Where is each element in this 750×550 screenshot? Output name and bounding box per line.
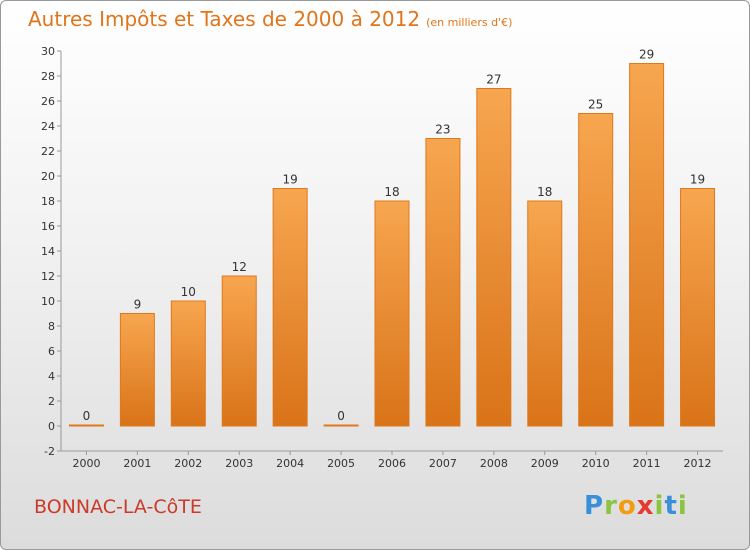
bar-value-label: 19: [283, 173, 298, 187]
x-tick-label: 2002: [174, 457, 202, 470]
logo-letter: t: [664, 491, 678, 521]
logo-letter: r: [604, 491, 618, 521]
y-tick-label: 2: [48, 395, 55, 408]
bar: [68, 424, 104, 427]
bar-value-label: 0: [337, 409, 345, 423]
x-tick-label: 2008: [480, 457, 508, 470]
logo-letter: i: [654, 491, 665, 521]
bar: [578, 113, 614, 427]
bar: [272, 188, 308, 427]
y-tick-label: 12: [41, 270, 55, 283]
logo-letter: i: [677, 491, 688, 521]
bar-value-label: 23: [435, 123, 450, 137]
x-tick-label: 2005: [327, 457, 355, 470]
x-tick-label: 2012: [684, 457, 712, 470]
y-tick-label: 16: [41, 220, 55, 233]
bar-value-label: 19: [690, 173, 705, 187]
bar-value-label: 27: [486, 73, 501, 87]
y-tick-label: 14: [41, 245, 55, 258]
x-tick-label: 2007: [429, 457, 457, 470]
bar-value-label: 29: [639, 48, 654, 62]
bar: [629, 63, 665, 427]
y-tick-label: -2: [44, 445, 55, 458]
x-tick-label: 2003: [225, 457, 253, 470]
bar: [170, 300, 206, 427]
bar: [476, 88, 512, 427]
bar-value-label: 18: [384, 185, 399, 199]
x-tick-label: 2000: [72, 457, 100, 470]
y-tick-label: 24: [41, 120, 55, 133]
y-tick-label: 10: [41, 295, 55, 308]
y-tick-label: 4: [48, 370, 55, 383]
logo-letter: x: [636, 491, 655, 521]
bar-value-label: 0: [83, 409, 91, 423]
y-tick-label: 18: [41, 195, 55, 208]
bar: [323, 424, 359, 427]
bar: [119, 313, 155, 427]
bar-value-label: 10: [181, 285, 196, 299]
x-tick-label: 2011: [633, 457, 661, 470]
bar-value-label: 12: [232, 260, 247, 274]
chart-title: Autres Impôts et Taxes de 2000 à 2012 (en…: [28, 7, 512, 31]
bar: [221, 275, 257, 427]
y-tick-label: 22: [41, 145, 55, 158]
chart-title-text: Autres Impôts et Taxes de 2000 à 2012: [28, 7, 421, 31]
y-tick-label: 8: [48, 320, 55, 333]
bar: [425, 138, 461, 427]
logo-letter: P: [584, 491, 605, 521]
location-label: BONNAC-LA-CôTE: [34, 496, 202, 518]
y-tick-label: 26: [41, 95, 55, 108]
x-tick-label: 2009: [531, 457, 559, 470]
y-tick-label: 28: [41, 70, 55, 83]
bar-value-label: 18: [537, 185, 552, 199]
bar: [527, 200, 563, 427]
y-tick-label: 6: [48, 345, 55, 358]
y-tick-label: 20: [41, 170, 55, 183]
x-tick-label: 2004: [276, 457, 304, 470]
bar: [680, 188, 716, 427]
x-tick-label: 2010: [582, 457, 610, 470]
chart-unit: (en milliers d'€): [426, 16, 513, 29]
x-tick-label: 2001: [123, 457, 151, 470]
logo-letter: o: [617, 491, 637, 521]
y-tick-label: 30: [41, 45, 55, 58]
bar-value-label: 9: [134, 298, 142, 312]
bar: [374, 200, 410, 427]
x-tick-label: 2006: [378, 457, 406, 470]
proxiti-logo: Proxiti: [584, 491, 688, 521]
y-tick-label: 0: [48, 420, 55, 433]
bar-value-label: 25: [588, 98, 603, 112]
